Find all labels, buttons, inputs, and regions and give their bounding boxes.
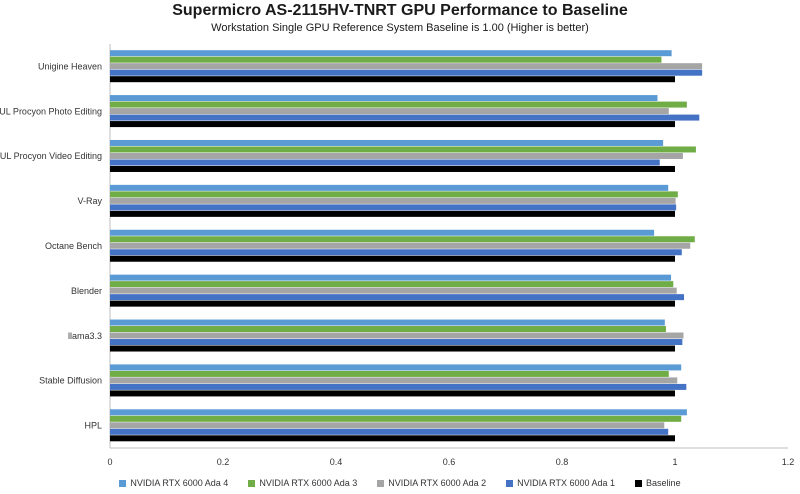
legend-label: NVIDIA RTX 6000 Ada 3 (259, 478, 358, 488)
bar (110, 383, 687, 390)
category-label: V-Ray (77, 196, 102, 206)
legend-swatch (119, 479, 127, 487)
legend-label: NVIDIA RTX 6000 Ada 1 (517, 478, 616, 488)
bar (110, 114, 700, 121)
bar (110, 255, 675, 262)
bar (110, 159, 660, 166)
legend-label: NVIDIA RTX 6000 Ada 2 (388, 478, 487, 488)
bar (110, 332, 684, 339)
chart-title: Supermicro AS-2115HV-TNRT GPU Performanc… (172, 2, 628, 19)
legend-label: Baseline (646, 478, 681, 488)
category-label: Octane Bench (45, 241, 102, 251)
bar (110, 435, 675, 442)
bar (110, 50, 672, 57)
bar (110, 197, 676, 204)
bar (110, 121, 675, 128)
bar (110, 139, 664, 146)
bar (110, 204, 677, 211)
legend-label: NVIDIA RTX 6000 Ada 4 (130, 478, 229, 488)
legend-swatch (635, 479, 643, 487)
bar (110, 319, 665, 326)
category-label: Stable Diffusion (39, 376, 102, 386)
bar (110, 146, 696, 153)
legend-item: NVIDIA RTX 6000 Ada 3 (248, 476, 357, 490)
bar (110, 409, 687, 416)
bar (110, 422, 665, 429)
bar (110, 339, 683, 346)
x-tick-label: 0.4 (330, 457, 343, 467)
bar (110, 242, 691, 249)
bar (110, 56, 662, 63)
bar (110, 236, 695, 243)
bar (110, 287, 677, 294)
category-label: HPL (84, 421, 102, 431)
bar (110, 108, 669, 115)
bar (110, 95, 658, 102)
bar (110, 294, 685, 301)
bar (110, 165, 675, 172)
legend: NVIDIA RTX 6000 Ada 4 NVIDIA RTX 6000 Ada… (0, 476, 800, 490)
bar (110, 76, 675, 83)
bar (110, 326, 666, 333)
legend-swatch (248, 479, 256, 487)
bar (110, 390, 675, 397)
bar (110, 377, 678, 384)
category-label: Unigine Heaven (38, 61, 102, 71)
bar (110, 345, 675, 352)
bar (110, 300, 675, 307)
x-tick-label: 1 (672, 457, 677, 467)
bar (110, 249, 682, 256)
category-label: UL Procyon Photo Editing (0, 106, 102, 116)
legend-item: NVIDIA RTX 6000 Ada 2 (377, 476, 486, 490)
bar (110, 428, 669, 435)
bar (110, 191, 678, 198)
category-label: Blender (71, 286, 102, 296)
bar (110, 210, 675, 217)
legend-item: Baseline (635, 476, 681, 490)
legend-swatch (506, 479, 514, 487)
legend-item: NVIDIA RTX 6000 Ada 1 (506, 476, 615, 490)
x-tick-label: 0.6 (443, 457, 456, 467)
bar (110, 152, 683, 159)
legend-swatch (377, 479, 385, 487)
x-tick-label: 0.8 (556, 457, 569, 467)
chart-subtitle: Workstation Single GPU Reference System … (211, 22, 589, 34)
bar (110, 101, 687, 108)
x-tick-label: 1.2 (782, 457, 795, 467)
bar (110, 364, 682, 371)
bar (110, 69, 703, 76)
category-label: llama3.3 (68, 331, 102, 341)
bar (110, 274, 672, 281)
bar (110, 184, 669, 191)
x-tick-label: 0.2 (217, 457, 230, 467)
category-label: UL Procyon Video Editing (0, 151, 102, 161)
bar (110, 370, 669, 377)
bar (110, 281, 674, 288)
bar (110, 63, 703, 70)
x-tick-label: 0 (107, 457, 112, 467)
legend-item: NVIDIA RTX 6000 Ada 4 (119, 476, 228, 490)
bar (110, 229, 655, 236)
bar (110, 415, 682, 422)
